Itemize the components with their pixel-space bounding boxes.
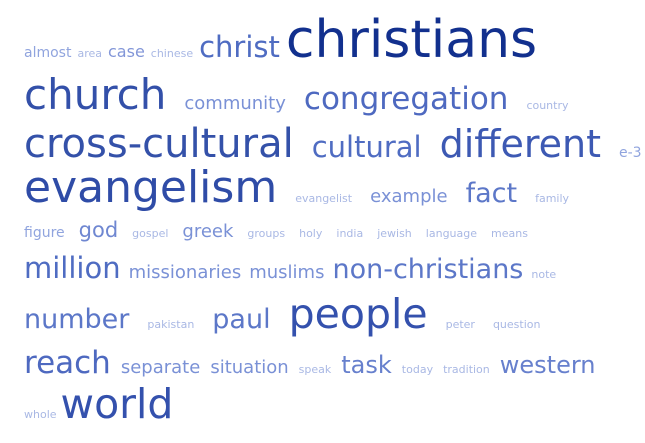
- word-fact[interactable]: fact: [465, 178, 518, 209]
- word-language[interactable]: language: [425, 227, 478, 240]
- word-cloud-line: evangelism evangelist example fact family: [24, 166, 569, 210]
- word-cloud-line: figure god gospel greek groups holy india jewis…: [24, 220, 528, 241]
- word-holy[interactable]: holy: [299, 227, 323, 240]
- word-community[interactable]: community: [184, 93, 286, 114]
- word-paul[interactable]: paul: [212, 304, 271, 335]
- word-missionaries[interactable]: missionaries: [128, 262, 242, 283]
- word-million[interactable]: million: [24, 251, 121, 285]
- word-reach[interactable]: reach: [24, 345, 111, 381]
- word-cloud-line: million missionaries muslims non-christians…: [24, 251, 557, 285]
- word-cloud-line: almost area case chinese christ christians: [24, 14, 537, 66]
- word-god[interactable]: god: [78, 218, 119, 242]
- word-christ[interactable]: christ: [199, 30, 280, 64]
- word-question[interactable]: question: [492, 318, 541, 331]
- word-chinese[interactable]: chinese: [150, 47, 194, 60]
- word-note[interactable]: note: [531, 268, 557, 281]
- word-muslims[interactable]: muslims: [249, 262, 325, 283]
- word-country[interactable]: country: [526, 99, 569, 112]
- word-people[interactable]: people: [288, 290, 428, 338]
- word-world[interactable]: world: [60, 380, 174, 428]
- word-situation[interactable]: situation: [210, 357, 289, 378]
- word-task[interactable]: task: [341, 351, 392, 379]
- word-cloud-line: number pakistan paul people peter question: [24, 294, 540, 335]
- word-separate[interactable]: separate: [120, 357, 201, 378]
- word-evangelism[interactable]: evangelism: [24, 162, 278, 213]
- word-jewish[interactable]: jewish: [377, 227, 412, 240]
- word-peter[interactable]: peter: [445, 318, 475, 331]
- word-gospel[interactable]: gospel: [132, 227, 169, 240]
- word-non-christians[interactable]: non-christians: [332, 254, 524, 285]
- word-cloud-line: whole world: [24, 384, 173, 425]
- word-almost[interactable]: almost: [24, 45, 72, 61]
- word-today[interactable]: today: [401, 363, 434, 376]
- word-pakistan[interactable]: pakistan: [147, 318, 195, 331]
- word-cloud-line: cross-cultural cultural different e-3: [24, 124, 642, 164]
- word-cloud-line: reach separate situation speak task today trad…: [24, 348, 596, 379]
- word-western[interactable]: western: [499, 351, 596, 379]
- word-church[interactable]: church: [24, 70, 167, 119]
- word-case[interactable]: case: [108, 42, 145, 61]
- word-figure[interactable]: figure: [24, 225, 65, 241]
- word-different[interactable]: different: [439, 122, 601, 166]
- word-cloud-line: church community congregation country: [24, 74, 569, 116]
- word-congregation[interactable]: congregation: [303, 81, 509, 117]
- word-speak[interactable]: speak: [298, 363, 332, 376]
- word-india[interactable]: india: [336, 227, 364, 240]
- word-e-3[interactable]: e-3: [619, 145, 642, 161]
- word-means[interactable]: means: [491, 227, 528, 240]
- word-area[interactable]: area: [77, 47, 102, 60]
- word-cross-cultural[interactable]: cross-cultural: [24, 121, 294, 167]
- word-tradition[interactable]: tradition: [443, 363, 490, 376]
- word-cultural[interactable]: cultural: [311, 130, 422, 164]
- word-evangelist[interactable]: evangelist: [295, 192, 353, 205]
- word-example[interactable]: example: [370, 186, 448, 207]
- word-whole[interactable]: whole: [24, 408, 57, 421]
- word-groups[interactable]: groups: [247, 227, 286, 240]
- word-family[interactable]: family: [535, 192, 570, 205]
- word-number[interactable]: number: [24, 304, 130, 335]
- word-christians[interactable]: christians: [285, 10, 538, 70]
- word-greek[interactable]: greek: [182, 221, 234, 242]
